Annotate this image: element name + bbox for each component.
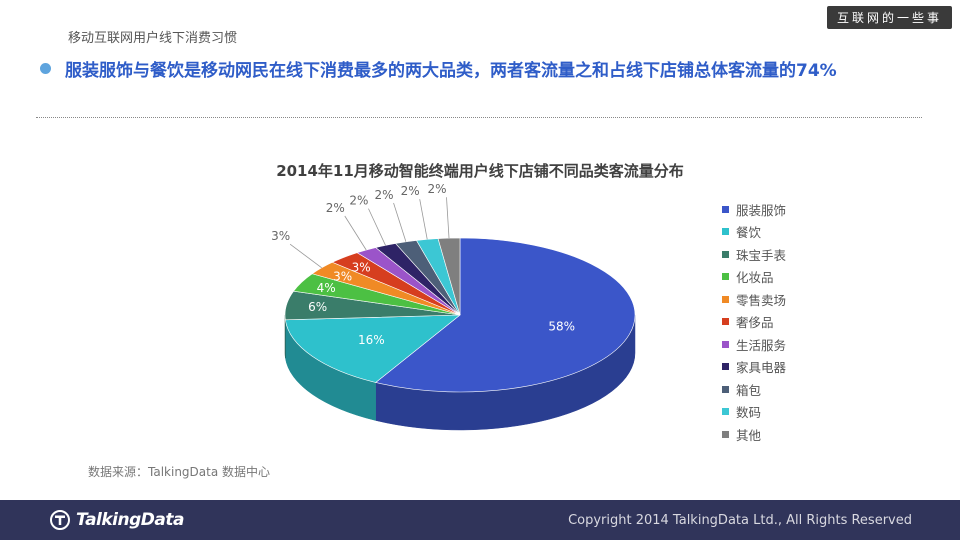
legend-item: 珠宝手表 xyxy=(722,243,786,266)
legend-label: 餐饮 xyxy=(736,225,762,241)
logo-text: TalkingData xyxy=(76,510,184,530)
legend-item: 箱包 xyxy=(722,378,786,401)
legend-swatch xyxy=(722,340,729,348)
footer-bar: TalkingData Copyright 2014 TalkingData L… xyxy=(0,500,960,540)
dotted-divider xyxy=(36,117,922,118)
pie-slice-餐饮 xyxy=(285,314,461,383)
legend-label: 其他 xyxy=(736,427,762,443)
legend-item: 零售卖场 xyxy=(722,288,786,311)
pie-label-服装服饰: 58% xyxy=(548,319,575,333)
pie-label-化妆品: 4% xyxy=(317,281,336,295)
legend-label: 生活服务 xyxy=(736,337,787,353)
copyright-text: Copyright 2014 TalkingData Ltd., All Rig… xyxy=(568,512,912,528)
legend-item: 数码 xyxy=(722,401,786,424)
chart-legend: 服装服饰餐饮珠宝手表化妆品零售卖场奢侈品生活服务家具电器箱包数码其他 xyxy=(722,198,786,446)
legend-label: 数码 xyxy=(736,405,762,421)
legend-swatch xyxy=(722,273,729,281)
legend-swatch xyxy=(722,205,729,213)
leader-line-生活服务 xyxy=(344,215,367,251)
pie-outer-label-数码: 2% xyxy=(401,184,420,198)
pie-labels: 58%16%6%4%3%3%3%2%2% 2% 2% 2% xyxy=(271,182,575,347)
pie-outer-label-其他: 2% xyxy=(427,182,446,196)
headline-text: 服装服饰与餐饮是移动网民在线下消费最多的两大品类，两者客流量之和占线下店铺总体客… xyxy=(65,61,837,81)
talkingdata-logo: TalkingData xyxy=(50,510,184,530)
legend-swatch xyxy=(722,385,729,393)
data-source-note: 数据来源：TalkingData 数据中心 xyxy=(88,465,271,479)
legend-label: 家具电器 xyxy=(736,360,787,376)
legend-item: 生活服务 xyxy=(722,333,786,356)
legend-item: 奢侈品 xyxy=(722,311,786,334)
leader-line-其他 xyxy=(446,197,450,239)
legend-label: 化妆品 xyxy=(736,270,774,286)
legend-label: 零售卖场 xyxy=(736,292,787,308)
bullet-dot-icon xyxy=(40,63,51,74)
pie-label-珠宝手表: 6% xyxy=(308,300,327,314)
legend-swatch xyxy=(722,408,729,416)
legend-item: 服装服饰 xyxy=(722,198,786,221)
pie-label-餐饮: 16% xyxy=(358,333,385,347)
leader-line-零售卖场 xyxy=(289,243,322,269)
legend-swatch xyxy=(722,228,729,236)
pie-outer-label-家具电器: 2% xyxy=(349,194,368,208)
legend-swatch xyxy=(722,295,729,303)
legend-swatch xyxy=(722,250,729,258)
logo-mark-icon xyxy=(50,510,70,530)
pie-label-奢侈品: 3% xyxy=(352,261,371,275)
headline: 服装服饰与餐饮是移动网民在线下消费最多的两大品类，两者客流量之和占线下店铺总体客… xyxy=(40,56,920,81)
legend-label: 箱包 xyxy=(736,382,762,398)
pie-label-零售卖场: 3% xyxy=(333,269,352,283)
legend-swatch xyxy=(722,430,729,438)
pie-outer-label-箱包: 2% xyxy=(375,188,394,202)
pie-slice-服装服饰 xyxy=(375,237,636,393)
watermark-badge: 互联网的一些事 xyxy=(826,6,952,29)
legend-swatch xyxy=(722,363,729,371)
leader-line-家具电器 xyxy=(368,208,386,246)
pie-outer-label-生活服务: 2% xyxy=(326,201,345,215)
legend-item: 餐饮 xyxy=(722,221,786,244)
leader-line-数码 xyxy=(419,199,428,240)
section-subtitle: 移动互联网用户线下消费习惯 xyxy=(68,31,238,46)
legend-swatch xyxy=(722,318,729,326)
legend-label: 奢侈品 xyxy=(736,315,774,331)
pie-slices xyxy=(284,237,636,393)
legend-item: 化妆品 xyxy=(722,266,786,289)
legend-label: 珠宝手表 xyxy=(736,247,787,263)
pie-outer-label-零售卖场: 3% xyxy=(271,229,290,243)
leader-line-箱包 xyxy=(393,202,407,242)
legend-item: 其他 xyxy=(722,423,786,446)
legend-item: 家具电器 xyxy=(722,356,786,379)
chart-title: 2014年11月移动智能终端用户线下店铺不同品类客流量分布 xyxy=(276,162,684,180)
legend-label: 服装服饰 xyxy=(736,202,787,218)
